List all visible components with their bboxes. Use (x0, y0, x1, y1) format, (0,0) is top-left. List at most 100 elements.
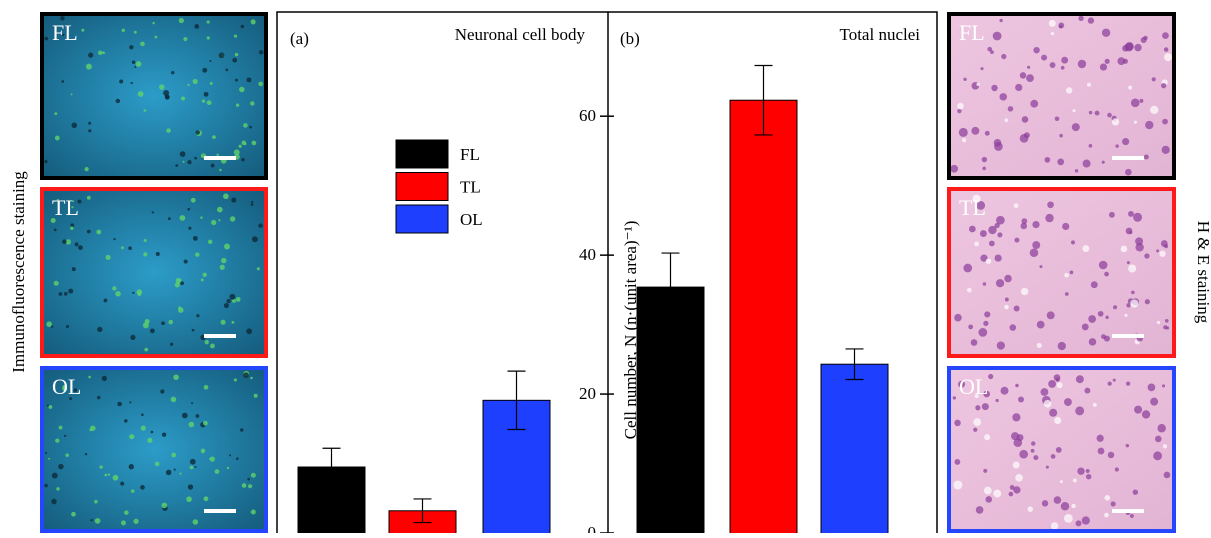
texture (191, 402, 194, 405)
texture (1049, 62, 1056, 68)
texture (975, 506, 984, 514)
panel-label: (b) (620, 29, 640, 48)
texture (995, 398, 999, 403)
texture (1056, 382, 1063, 389)
texture (1086, 82, 1092, 87)
texture (1050, 522, 1059, 530)
texture (178, 306, 181, 310)
texture (149, 328, 155, 334)
texture (1020, 222, 1028, 230)
texture (1082, 159, 1091, 168)
texture (1026, 74, 1034, 83)
texture (1064, 272, 1069, 278)
texture (1055, 377, 1060, 382)
panel-border (40, 187, 268, 358)
texture (1110, 501, 1116, 507)
texture (73, 388, 78, 392)
texture (86, 229, 91, 234)
texture (62, 385, 67, 389)
texture (115, 291, 121, 297)
texture (140, 41, 145, 47)
texture (84, 166, 89, 172)
texture (1004, 304, 1009, 310)
texture (85, 63, 92, 70)
texture (1164, 53, 1173, 62)
texture (1103, 335, 1110, 342)
texture (1004, 118, 1009, 123)
micrograph (40, 12, 268, 180)
texture (1020, 287, 1029, 296)
texture (120, 520, 126, 526)
texture (996, 215, 1005, 225)
texture (211, 219, 217, 226)
texture (195, 130, 200, 135)
texture (253, 393, 258, 398)
texture (235, 103, 240, 107)
texture (1059, 133, 1063, 138)
texture (143, 252, 148, 257)
texture (994, 222, 1000, 229)
texture (988, 373, 994, 380)
texture (238, 144, 242, 148)
texture (234, 52, 239, 57)
texture (1115, 144, 1119, 148)
texture (210, 343, 215, 349)
left-title: Immunofluorescence staining (9, 171, 28, 373)
texture (994, 254, 1002, 262)
texture (135, 61, 142, 67)
texture (44, 483, 48, 488)
texture (243, 123, 248, 128)
texture (170, 342, 174, 346)
texture (218, 219, 221, 222)
texture (136, 289, 143, 295)
texture (1153, 451, 1163, 461)
texture (1113, 305, 1118, 310)
texture (250, 19, 256, 25)
texture (107, 473, 111, 476)
texture (990, 50, 994, 55)
texture (983, 468, 988, 473)
texture (62, 239, 67, 244)
texture (1101, 160, 1105, 164)
texture (1107, 451, 1115, 459)
texture (209, 81, 213, 85)
texture (1085, 473, 1092, 480)
texture (1045, 213, 1054, 223)
texture (950, 164, 959, 173)
texture (975, 405, 981, 411)
texture (970, 339, 978, 346)
texture (1159, 250, 1166, 257)
chart-frame (276, 11, 938, 538)
texture (1133, 120, 1137, 124)
texture (1144, 299, 1150, 305)
texture (1058, 25, 1063, 29)
texture (982, 166, 986, 171)
texture (206, 36, 210, 40)
texture (63, 292, 68, 296)
texture (1162, 118, 1168, 125)
texture (130, 334, 136, 340)
panel-label: TL (52, 195, 79, 220)
texture (181, 412, 188, 419)
texture (72, 200, 75, 203)
texture (1081, 516, 1090, 525)
texture (117, 401, 122, 407)
texture (88, 375, 91, 379)
texture (1057, 158, 1065, 166)
texture (60, 16, 65, 21)
texture (186, 496, 192, 503)
texture (1021, 218, 1028, 225)
texture (249, 125, 252, 129)
texture (984, 130, 990, 136)
texture (1071, 503, 1076, 509)
texture (1084, 387, 1091, 394)
panel-label: TL (959, 195, 986, 220)
texture (51, 472, 58, 479)
texture (1132, 489, 1139, 495)
texture (1160, 240, 1168, 247)
texture (250, 101, 255, 106)
texture (1004, 274, 1012, 283)
texture (1070, 240, 1076, 245)
texture (229, 216, 236, 222)
